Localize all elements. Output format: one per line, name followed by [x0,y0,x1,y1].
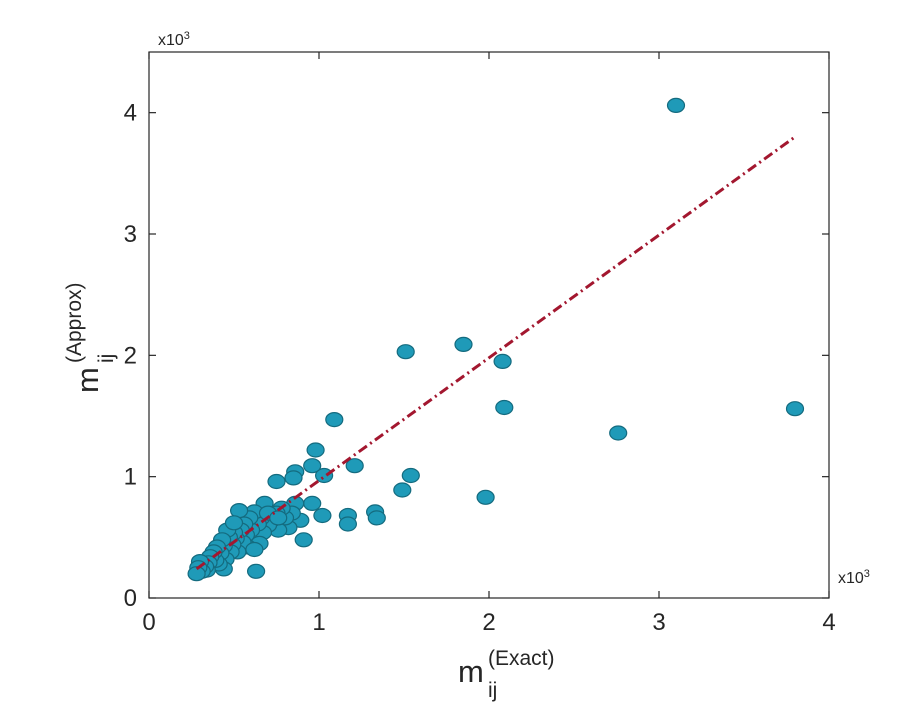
x-axis-label-subscript: ij [488,679,497,702]
scatter-point [338,516,357,532]
y-tick-label: 3 [124,221,137,248]
scatter-point [294,532,313,548]
x-axis-label-base: m [458,654,484,689]
scatter-point [247,563,266,579]
scatter-point [313,507,332,524]
scatter-point [609,425,628,441]
scatter-point [393,482,412,498]
x-axis-label: m ij (Exact) [458,647,555,702]
x-axis-label-superscript: (Exact) [488,647,555,670]
y-tick-label: 4 [124,100,137,127]
y-axis-label-base: m [70,367,105,393]
axis-ticks: 0 1 2 3 4 0 1 2 3 4 [124,52,836,636]
scatter-point [284,470,303,486]
scatter-point [224,515,244,531]
x-tick-label: 3 [652,609,665,636]
y-tick-label: 2 [124,342,137,369]
x-tick-label: 1 [312,609,325,636]
scatter-point [367,510,386,526]
scatter-point [785,401,805,417]
y-tick-label: 0 [124,585,137,612]
scatter-point [303,495,322,511]
y-tick-label: 1 [124,464,137,491]
fit-line [195,135,796,571]
x-tick-label: 0 [142,609,155,636]
scatter-point [187,566,206,582]
scatter-point [325,412,344,428]
scatter-point [345,458,364,474]
scatter-point [303,458,322,474]
x-multiplier: x103 [838,568,870,587]
scatter-point [306,442,325,458]
y-multiplier: x103 [158,30,190,49]
scatter-point [267,473,286,490]
scatter-point [396,344,415,360]
scatter-point [495,399,514,416]
scatter-point [666,97,686,114]
scatter-point [454,336,473,352]
scatter-point [493,353,512,369]
plot-marks [187,97,805,582]
scatter-point [401,467,420,484]
scatter-point [245,541,264,558]
y-axis-label-subscript: ij [95,354,118,363]
x-tick-label: 2 [482,609,495,636]
scatter-point [476,489,495,505]
x-tick-label: 4 [822,609,835,636]
y-axis-label-superscript: (Approx) [63,282,86,363]
y-axis-label: m ij (Approx) [63,282,118,393]
